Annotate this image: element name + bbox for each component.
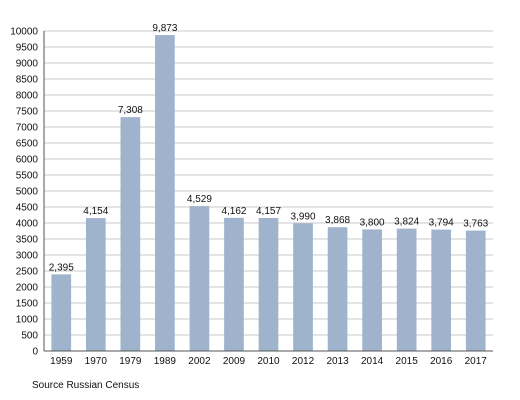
- bar: [466, 231, 486, 351]
- y-tick-label: 4500: [16, 203, 39, 214]
- data-label: 3,763: [463, 219, 488, 230]
- x-tick-label: 1989: [154, 356, 177, 367]
- y-tick-label: 6500: [16, 139, 39, 150]
- y-tick-label: 0: [32, 347, 38, 358]
- bar: [190, 206, 210, 351]
- y-tick-label: 7000: [16, 123, 39, 134]
- y-tick-label: 7500: [16, 107, 39, 118]
- data-label: 4,162: [221, 206, 246, 217]
- y-tick-label: 9000: [16, 59, 39, 70]
- data-label: 3,990: [291, 211, 316, 222]
- bar: [259, 218, 279, 351]
- data-label: 9,873: [152, 23, 177, 34]
- axes: 0 500 1000 1500 2000 2500 3000 3500 4000 4500 5000…: [10, 27, 493, 368]
- y-tick-label: 6000: [16, 155, 39, 166]
- y-tick-label: 4000: [16, 219, 39, 230]
- bar: [293, 223, 313, 351]
- y-tick-label: 10000: [10, 27, 38, 38]
- data-label: 3,868: [325, 215, 350, 226]
- y-tick-label: 3000: [16, 251, 39, 262]
- y-tick-label: 500: [21, 331, 38, 342]
- y-tick-label: 1500: [16, 299, 39, 310]
- data-label: 4,154: [83, 206, 108, 217]
- x-tick-label: 2013: [326, 356, 349, 367]
- bar: [328, 227, 348, 351]
- x-tick-label: 2012: [292, 356, 315, 367]
- bar: [431, 230, 451, 351]
- y-tick-label: 9500: [16, 43, 39, 54]
- x-tick-label: 2010: [257, 356, 280, 367]
- y-tick-label: 5000: [16, 187, 39, 198]
- y-tick-label: 2500: [16, 267, 39, 278]
- data-label: 7,308: [118, 105, 143, 116]
- data-label: 3,824: [394, 217, 419, 228]
- data-label: 4,529: [187, 194, 212, 205]
- x-tick-label: 1979: [119, 356, 142, 367]
- y-tick-label: 8000: [16, 91, 39, 102]
- y-tick-label: 1000: [16, 315, 39, 326]
- data-label: 2,395: [49, 262, 74, 273]
- x-tick-label: 2015: [396, 356, 419, 367]
- bar: [51, 274, 71, 351]
- bar: [86, 218, 106, 351]
- data-label: 4,157: [256, 206, 281, 217]
- x-tick-label: 2009: [223, 356, 246, 367]
- x-tick-label: 2017: [465, 356, 488, 367]
- x-tick-label: 2016: [430, 356, 453, 367]
- x-tick-label: 1959: [50, 356, 73, 367]
- bar: [155, 35, 175, 351]
- x-tick-label: 1970: [85, 356, 108, 367]
- data-label: 3,800: [360, 217, 385, 228]
- bar: [224, 218, 244, 351]
- bar: [397, 229, 417, 351]
- x-tick-label: 2002: [188, 356, 211, 367]
- y-tick-label: 3500: [16, 235, 39, 246]
- bar: [362, 229, 382, 351]
- x-tick-label: 2014: [361, 356, 384, 367]
- y-tick-label: 2000: [16, 283, 39, 294]
- y-tick-label: 5500: [16, 171, 39, 182]
- source-note: Source Russian Census: [32, 380, 139, 391]
- bar: [121, 117, 141, 351]
- y-tick-label: 8500: [16, 75, 39, 86]
- bars: [51, 35, 485, 351]
- data-label: 3,794: [429, 218, 454, 229]
